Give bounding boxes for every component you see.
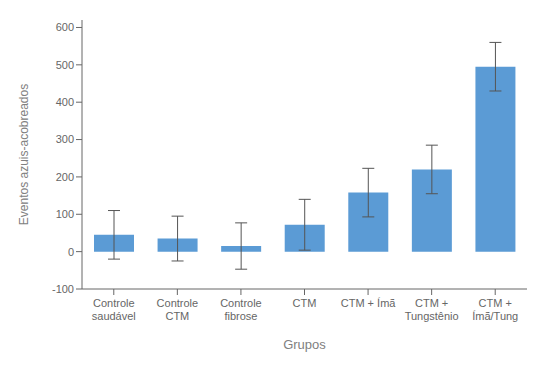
svg-text:CTM: CTM	[293, 297, 317, 309]
svg-text:500: 500	[56, 59, 74, 71]
svg-text:Controlesaudável: Controlesaudável	[92, 297, 136, 322]
svg-text:Controlefibrose: Controlefibrose	[220, 297, 262, 322]
svg-text:300: 300	[56, 133, 74, 145]
svg-text:Eventos azuis-acobreados: Eventos azuis-acobreados	[17, 84, 31, 225]
svg-text:0: 0	[68, 246, 74, 258]
svg-text:Grupos: Grupos	[283, 337, 326, 352]
svg-text:200: 200	[56, 171, 74, 183]
svg-text:CTM + Ímã: CTM + Ímã	[341, 297, 397, 309]
svg-text:100: 100	[56, 208, 74, 220]
svg-text:-100: -100	[52, 283, 74, 295]
svg-text:400: 400	[56, 96, 74, 108]
svg-text:CTM +Ímã/Tung: CTM +Ímã/Tung	[472, 297, 518, 322]
svg-text:600: 600	[56, 21, 74, 33]
svg-text:CTM +Tungstênio: CTM +Tungstênio	[405, 297, 459, 322]
svg-text:ControleCTM: ControleCTM	[157, 297, 199, 322]
